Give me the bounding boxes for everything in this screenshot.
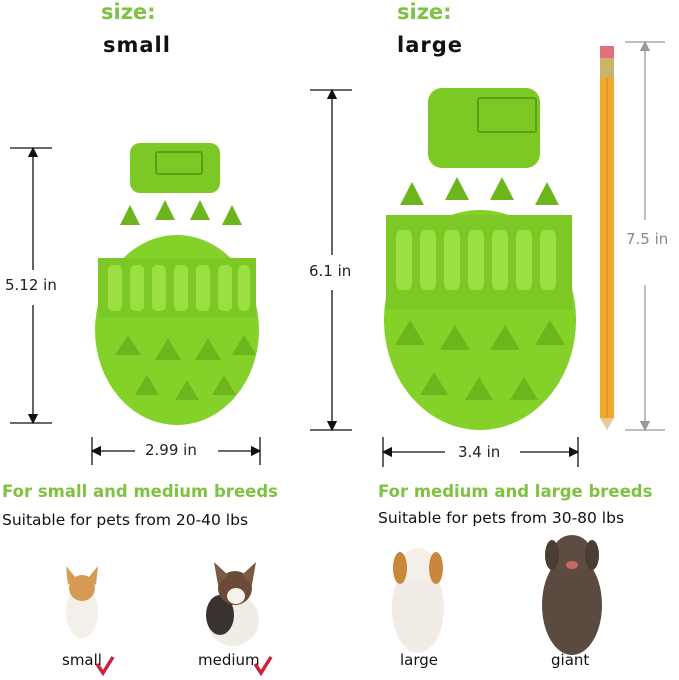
- large-size-name: large: [397, 33, 464, 57]
- small-toy-image: [95, 143, 259, 425]
- pencil-image: [600, 46, 614, 430]
- large-height-label: 6.1 in: [307, 262, 354, 280]
- large-size-label: size:: [397, 0, 452, 24]
- small-height-label: 5.12 in: [3, 276, 59, 294]
- large-width-label: 3.4 in: [456, 443, 503, 461]
- small-size-label: size:: [101, 0, 156, 24]
- dog-label-small: small: [62, 651, 102, 669]
- dog-label-medium: medium: [198, 651, 260, 669]
- large-breeds-heading: For medium and large breeds: [378, 482, 653, 501]
- check-icon-medium: [253, 656, 273, 677]
- small-size-name: small: [103, 33, 171, 57]
- small-suitable-text: Suitable for pets from 20-40 lbs: [2, 511, 249, 529]
- small-width-label: 2.99 in: [143, 441, 199, 459]
- dog-large-image: [392, 548, 444, 653]
- dog-small-image: [66, 566, 98, 638]
- dog-label-large: large: [400, 651, 439, 669]
- dog-giant-image: [542, 535, 602, 655]
- check-icon-small: [95, 656, 115, 677]
- dog-medium-image: [206, 562, 259, 646]
- large-toy-image: [384, 88, 576, 430]
- small-breeds-heading: For small and medium breeds: [2, 482, 278, 501]
- pencil-height-label: 7.5 in: [624, 230, 671, 248]
- large-suitable-text: Suitable for pets from 30-80 lbs: [378, 509, 625, 527]
- dog-label-giant: giant: [551, 651, 590, 669]
